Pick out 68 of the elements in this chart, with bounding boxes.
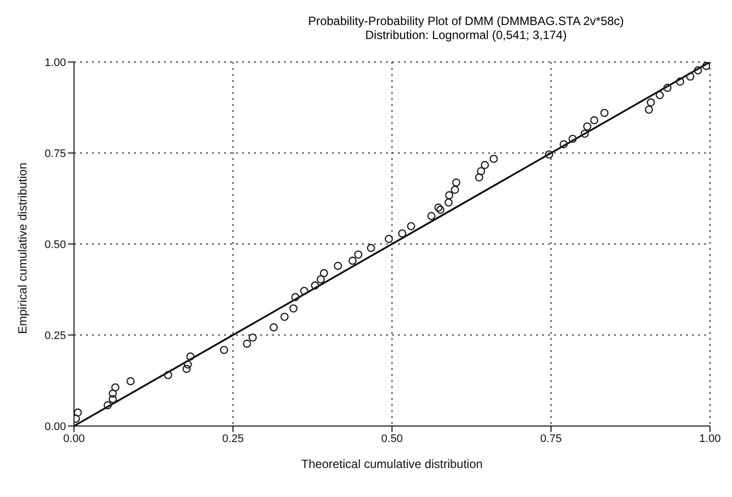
point (320, 269, 328, 278)
point (600, 108, 609, 118)
point (580, 130, 589, 138)
point (476, 167, 486, 176)
y-tick-label: 0.75 (44, 148, 66, 160)
point (291, 293, 300, 302)
point (126, 377, 135, 386)
point (686, 72, 694, 81)
x-tick-label: 0.25 (222, 432, 244, 445)
y-tick-label: 1.00 (44, 56, 66, 69)
point (406, 222, 416, 230)
x-tick-label: 0.75 (540, 432, 562, 445)
point (384, 234, 393, 244)
point (164, 370, 172, 380)
point (644, 106, 654, 114)
point (583, 122, 592, 131)
point (450, 186, 460, 194)
point (663, 84, 672, 92)
point (74, 408, 82, 417)
point (300, 286, 308, 296)
point (366, 244, 376, 252)
point (354, 250, 362, 259)
point (316, 275, 325, 284)
x-tick-label: 0.50 (381, 432, 403, 445)
point (398, 229, 406, 238)
point (348, 256, 357, 265)
point (544, 150, 554, 159)
y-tick-label: 0.25 (44, 330, 66, 342)
point (568, 134, 577, 143)
point (480, 160, 489, 170)
x-tick-label: 0.00 (63, 432, 85, 445)
point (436, 206, 444, 214)
point (676, 78, 684, 86)
point (280, 312, 289, 321)
point (111, 383, 120, 392)
point (220, 346, 228, 354)
point (444, 198, 453, 207)
point (289, 304, 298, 313)
point (108, 390, 117, 398)
y-tick-label: 0.50 (44, 238, 66, 251)
point (452, 178, 460, 187)
point (182, 364, 191, 373)
point (108, 394, 117, 404)
point (702, 62, 710, 70)
point (310, 281, 320, 290)
point (242, 340, 252, 348)
point (445, 191, 454, 200)
y-axis-title: Empirical cumulative distribution (15, 162, 30, 334)
point (104, 401, 112, 410)
point (475, 173, 484, 182)
point (270, 323, 278, 332)
point (560, 140, 568, 148)
point (656, 91, 664, 100)
point (590, 116, 598, 124)
point (186, 352, 194, 361)
point (334, 262, 342, 270)
point (434, 204, 443, 212)
y-tick-label: 0.00 (44, 420, 66, 433)
x-axis-title: Theoretical cumulative distribution (301, 457, 483, 471)
x-tick-label: 1.00 (699, 432, 721, 445)
point (248, 333, 257, 342)
point (694, 66, 702, 74)
point (490, 154, 498, 163)
point (646, 98, 655, 107)
chart-subtitle: Distribution: Lognormal (0,541; 3,174) (364, 28, 568, 42)
chart-title: Probability-Probability Plot of DMM (DMMBAG.STA 2v*58c) (307, 13, 625, 28)
point (427, 212, 436, 220)
point (184, 360, 192, 369)
